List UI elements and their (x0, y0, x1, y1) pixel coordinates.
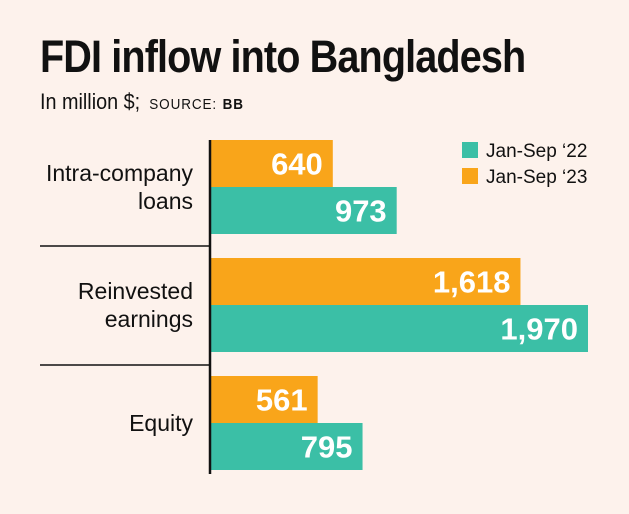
bar-0-series-1 (210, 187, 397, 234)
bar-1-series-1 (210, 305, 588, 352)
category-label-2-line-0: Equity (129, 410, 193, 436)
legend-label-1: Jan-Sep ‘23 (486, 167, 587, 188)
chart-title: FDI inflow into Bangladesh (40, 31, 526, 82)
value-label-1-1: 1,970 (500, 312, 578, 347)
category-label-0-line-1: loans (138, 188, 193, 214)
value-label-1-0: 1,618 (433, 265, 511, 300)
value-label-0-1: 973 (335, 194, 387, 229)
value-label-2-0: 561 (256, 383, 308, 418)
value-label-0-0: 640 (271, 147, 323, 182)
value-label-2-1: 795 (301, 430, 353, 465)
chart-subtitle: In million $; SOURCE: BB (40, 89, 244, 115)
bar-0-series-0 (210, 140, 333, 187)
legend-swatch-1 (462, 168, 478, 184)
category-label-1-line-0: Reinvested (78, 278, 193, 304)
category-label-1-line-1: earnings (105, 306, 193, 332)
source-label: SOURCE: (149, 96, 218, 113)
bar-1-series-0 (210, 258, 521, 305)
bar-2-series-1 (210, 423, 363, 470)
legend-label-0: Jan-Sep ‘22 (486, 141, 587, 162)
category-label-0-line-0: Intra-company (46, 160, 194, 186)
unit-label: In million $; (40, 89, 141, 114)
legend-swatch-0 (462, 142, 478, 158)
bar-2-series-0 (210, 376, 318, 423)
source-name: BB (222, 96, 244, 113)
